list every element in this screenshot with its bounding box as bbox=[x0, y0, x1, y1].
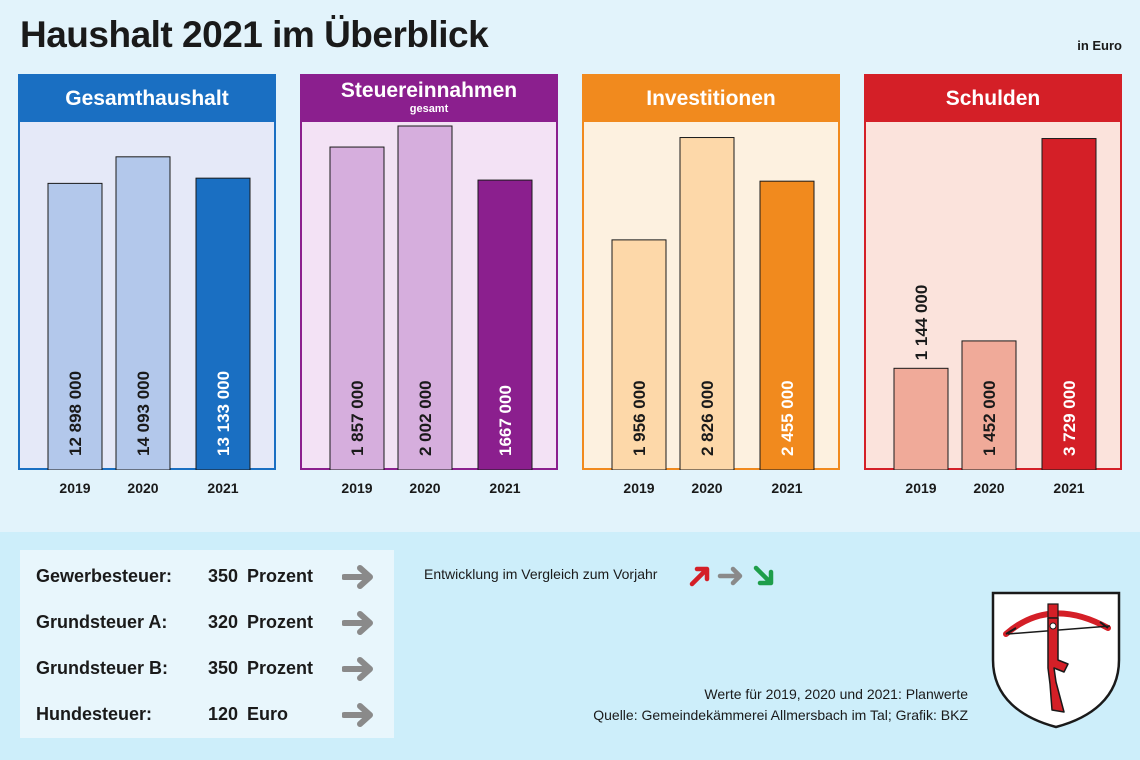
page-title: Haushalt 2021 im Überblick bbox=[20, 14, 489, 55]
bar-value-label: 1 956 000 bbox=[630, 380, 649, 456]
year-tick-label: 2020 bbox=[973, 480, 1005, 496]
bar bbox=[195, 177, 251, 470]
tax-unit: Prozent bbox=[247, 612, 314, 632]
chart-subtitle: gesamt bbox=[409, 103, 449, 115]
chart-title: Steuereinnahmen gesamt bbox=[300, 74, 558, 122]
chart-title: Investitionen bbox=[582, 74, 840, 122]
chart-panel: Gesamthaushalt 12 898 000 14 093 000 13 133… bbox=[18, 74, 276, 470]
year-tick-label: 2019 bbox=[341, 480, 373, 496]
chart-title-text: Gesamthaushalt bbox=[65, 87, 229, 110]
bar-value-label: 2 002 000 bbox=[416, 380, 435, 456]
bar-chart: 12 898 000 14 093 000 13 133 000 bbox=[47, 156, 251, 470]
trend-up-arrow-icon bbox=[689, 566, 710, 587]
bar-value-label: 13 133 000 bbox=[214, 371, 233, 456]
tax-value: 120 bbox=[207, 704, 238, 724]
bar bbox=[611, 239, 667, 470]
tax-row: Grundsteuer A: 320 Prozent bbox=[36, 608, 386, 638]
chart-title-text: Steuereinnahmen bbox=[340, 79, 518, 102]
unit-label: in Euro bbox=[1077, 38, 1122, 53]
year-tick-label: 2021 bbox=[489, 480, 521, 496]
tax-name: Grundsteuer A: bbox=[36, 612, 168, 632]
bar bbox=[893, 367, 949, 470]
chart-panel: Steuereinnahmen gesamt 1 857 000 2 002 000 1… bbox=[300, 74, 558, 470]
year-tick-label: 2019 bbox=[59, 480, 91, 496]
year-tick-label: 2019 bbox=[623, 480, 655, 496]
neutral-arrow-icon bbox=[342, 611, 373, 635]
tax-name: Hundesteuer: bbox=[36, 704, 153, 724]
trend-down-arrow-icon bbox=[753, 565, 774, 586]
bar-chart: 1 956 000 2 826 000 2 455 000 bbox=[611, 137, 815, 470]
bar-value-label: 1 144 000 bbox=[912, 285, 931, 361]
neutral-arrow-icon bbox=[342, 565, 373, 589]
bar-value-label: 1 857 000 bbox=[348, 380, 367, 456]
tax-row: Grundsteuer B: 350 Prozent bbox=[36, 654, 386, 684]
bar-value-label: 12 898 000 bbox=[66, 371, 85, 456]
bar-value-label: 1 452 000 bbox=[980, 380, 999, 456]
legend-text: Entwicklung im Vergleich zum Vorjahr bbox=[424, 566, 658, 582]
tax-row: Hundesteuer: 120 Euro bbox=[36, 700, 386, 730]
tax-unit: Prozent bbox=[247, 566, 314, 586]
year-tick-label: 2020 bbox=[127, 480, 159, 496]
tax-unit: Euro bbox=[247, 704, 289, 724]
tax-value: 350 bbox=[207, 658, 238, 678]
bar-value-label: 1667 000 bbox=[496, 385, 515, 456]
tax-value: 320 bbox=[207, 612, 238, 632]
year-tick-label: 2021 bbox=[207, 480, 239, 496]
bar bbox=[477, 179, 533, 470]
year-tick-label: 2021 bbox=[771, 480, 803, 496]
chart-title: Gesamthaushalt bbox=[18, 74, 276, 122]
trend-neutral-arrow-icon bbox=[717, 566, 743, 586]
bar-value-label: 3 729 000 bbox=[1060, 380, 1079, 456]
tax-name: Grundsteuer B: bbox=[36, 658, 169, 678]
footnote-planwerte: Werte für 2019, 2020 und 2021: Planwerte bbox=[704, 686, 968, 702]
footnote-source: Quelle: Gemeindekämmerei Allmersbach im … bbox=[593, 707, 968, 723]
tax-unit: Prozent bbox=[247, 658, 314, 678]
bar bbox=[47, 182, 103, 470]
trend-legend-icons bbox=[689, 565, 774, 587]
bar-value-label: 14 093 000 bbox=[134, 371, 153, 456]
chart-title-text: Investitionen bbox=[646, 87, 776, 110]
coat-of-arms-icon bbox=[991, 591, 1121, 729]
year-tick-label: 2019 bbox=[905, 480, 937, 496]
bar bbox=[397, 125, 453, 470]
tax-name: Gewerbesteuer: bbox=[36, 566, 173, 586]
neutral-arrow-icon bbox=[342, 703, 373, 727]
year-tick-label: 2020 bbox=[409, 480, 441, 496]
bar bbox=[1041, 138, 1097, 470]
bar-value-label: 2 826 000 bbox=[698, 380, 717, 456]
chart-panel: Schulden 1 144 000 1 452 000 3 729 000 bbox=[864, 74, 1122, 470]
tax-row: Gewerbesteuer: 350 Prozent bbox=[36, 562, 386, 592]
bar bbox=[961, 340, 1017, 470]
bar-chart: 1 857 000 2 002 000 1667 000 bbox=[329, 125, 533, 470]
bar-value-label: 2 455 000 bbox=[778, 380, 797, 456]
chart-panel: Investitionen 1 956 000 2 826 000 2 455 000 bbox=[582, 74, 840, 470]
year-tick-label: 2021 bbox=[1053, 480, 1085, 496]
chart-title-text: Schulden bbox=[945, 87, 1041, 110]
tax-rates-box: Gewerbesteuer: 350 Prozent Grundsteuer A… bbox=[20, 550, 394, 738]
bar bbox=[679, 137, 735, 470]
year-tick-label: 2020 bbox=[691, 480, 723, 496]
chart-title: Schulden bbox=[864, 74, 1122, 122]
tax-value: 350 bbox=[207, 566, 238, 586]
bar-chart: 1 144 000 1 452 000 3 729 000 bbox=[893, 138, 1097, 470]
bar bbox=[759, 180, 815, 470]
neutral-arrow-icon bbox=[342, 657, 373, 681]
bar bbox=[329, 146, 385, 470]
